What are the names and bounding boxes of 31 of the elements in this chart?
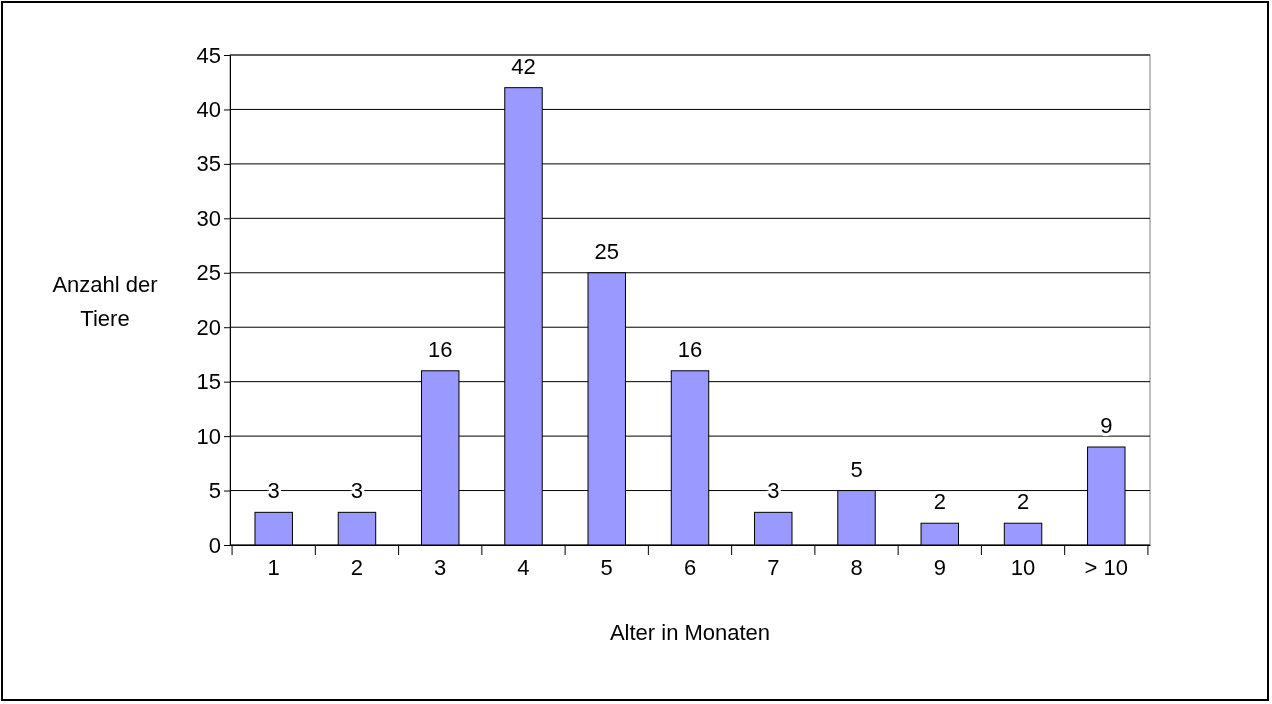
x-tick-label: 2 (350, 554, 364, 580)
x-tick-label: 9 (933, 554, 946, 580)
data-label: 2 (933, 489, 946, 515)
y-tick-label: 20 (196, 314, 221, 340)
x-tick-label: 8 (850, 554, 863, 580)
data-label: 9 (1100, 413, 1113, 438)
y-axis-title: Anzahl der Tiere (52, 272, 158, 331)
x-tick-label: 5 (600, 554, 613, 580)
data-label: 42 (511, 53, 536, 79)
y-tick-label: 35 (196, 151, 221, 177)
x-tick-label: 10 (1010, 554, 1036, 580)
y-tick-label: 25 (196, 260, 221, 286)
y-tick-label: 30 (196, 205, 221, 231)
y-tick-label: 0 (208, 532, 221, 558)
y-tick-label: 15 (196, 369, 221, 395)
y-tick-label: 45 (196, 42, 221, 68)
x-tick-label: 7 (767, 554, 780, 580)
data-label: 16 (677, 336, 703, 362)
y-tick-label: 10 (196, 423, 221, 449)
x-tick-label: 4 (517, 554, 530, 580)
x-tick-label: > 10 (1084, 554, 1129, 580)
data-label: 25 (594, 238, 619, 264)
data-label: 16 (427, 336, 453, 362)
x-tick-label: 1 (267, 554, 280, 580)
data-label: 2 (1016, 489, 1030, 515)
y-tick-label: 5 (208, 478, 221, 504)
y-tick-label: 40 (196, 96, 221, 122)
data-label: 5 (850, 456, 863, 482)
x-tick-label: 3 (434, 554, 447, 580)
x-axis-title: Alter in Monaten (609, 620, 771, 645)
x-tick-label: 6 (683, 554, 697, 580)
